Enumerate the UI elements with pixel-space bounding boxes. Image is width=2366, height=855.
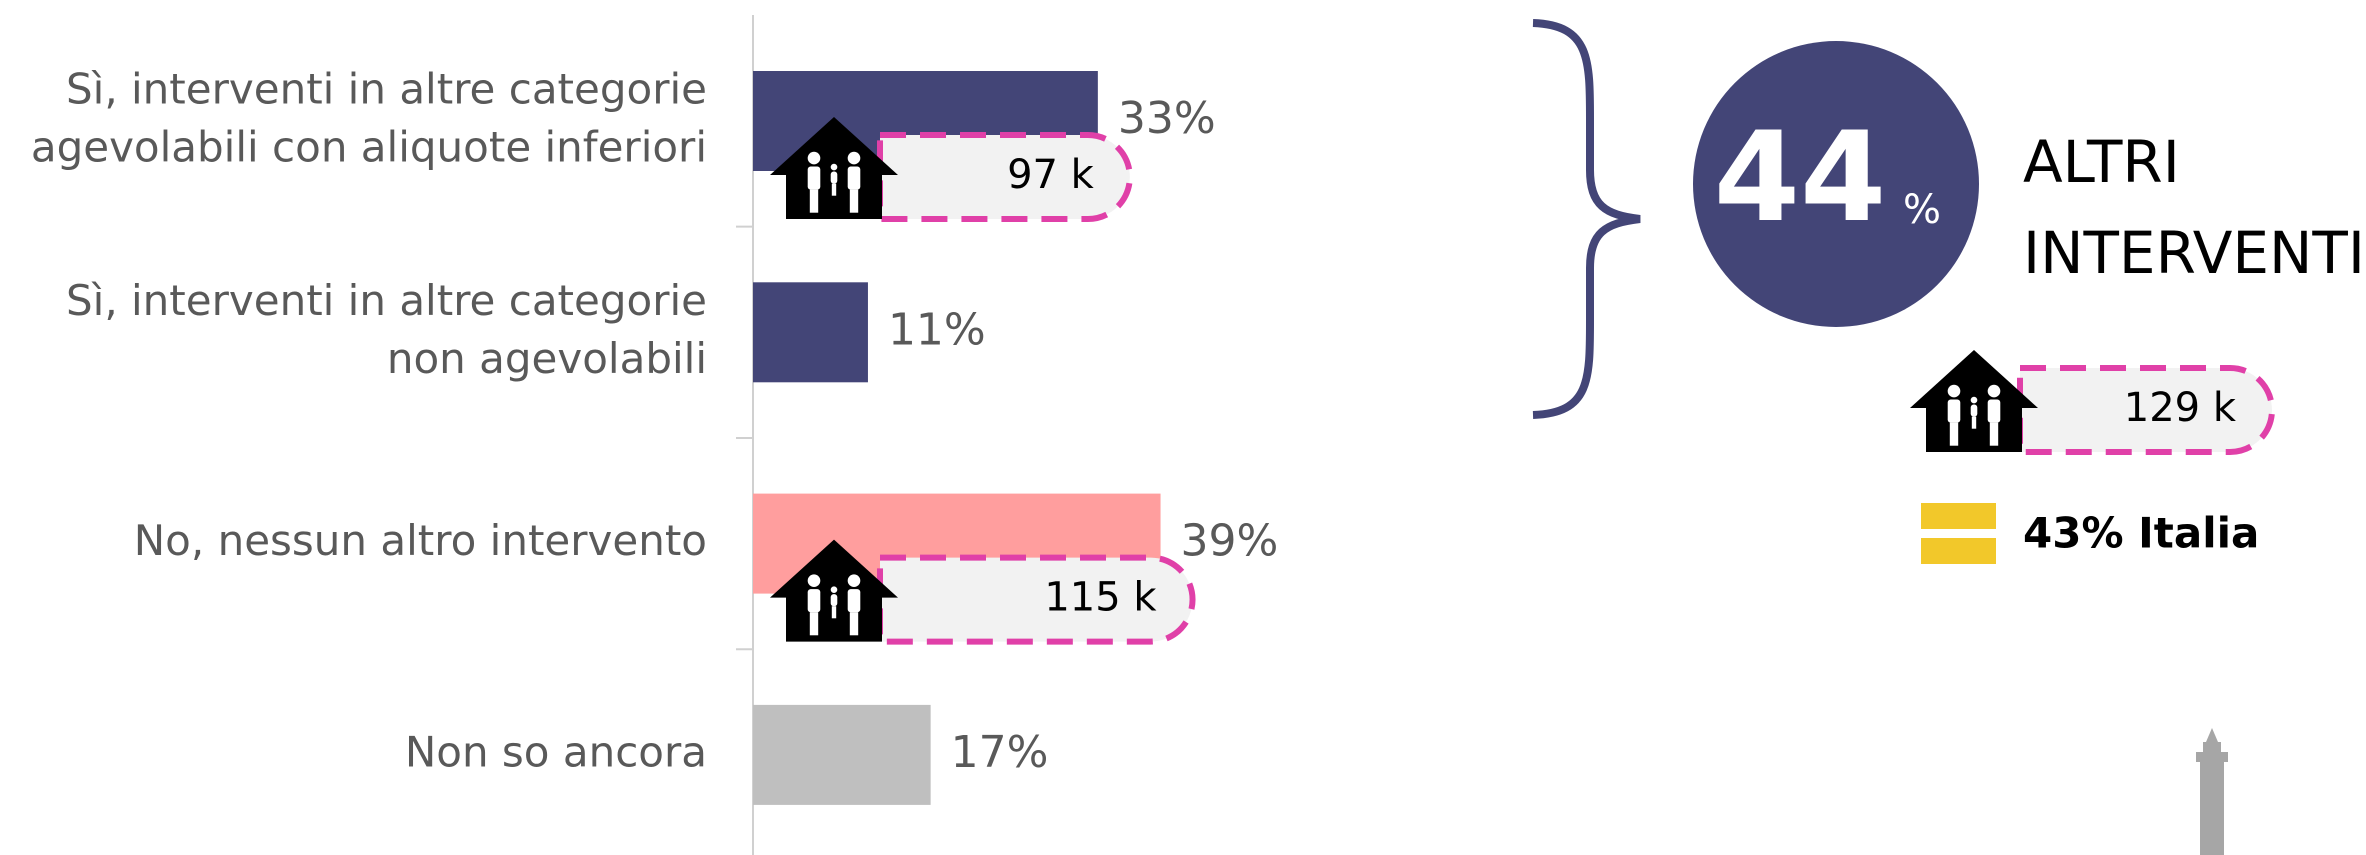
figure-legs xyxy=(831,183,837,196)
benchmark-label: 43% Italia xyxy=(2023,509,2259,558)
figure-head xyxy=(1987,384,2001,398)
badge-pill xyxy=(877,132,1133,222)
summary-circle xyxy=(1693,41,1979,327)
benchmark-icon xyxy=(1921,503,1996,564)
category-label: agevolabili con aliquote inferiori xyxy=(31,123,707,172)
figure-body xyxy=(1947,399,1961,423)
figure-legs xyxy=(849,612,859,636)
category-label: Sì, interventi in altre categorie xyxy=(66,276,707,325)
summary-label: INTERVENTI xyxy=(2023,219,2365,287)
figure-head xyxy=(1970,396,1978,404)
household-label: 115 k xyxy=(1044,575,1157,621)
figure-body xyxy=(830,594,838,607)
figure-legs xyxy=(849,189,859,213)
summary-label: ALTRI xyxy=(2023,128,2180,196)
badge-pill xyxy=(877,554,1196,645)
figure-legs xyxy=(809,612,819,636)
household-badge: 97 k xyxy=(770,117,1133,222)
household-icon xyxy=(770,117,898,219)
figure-legs xyxy=(831,606,837,619)
figure-head xyxy=(807,574,821,587)
household-icon xyxy=(770,539,898,642)
figure-body xyxy=(807,166,821,190)
figure-head xyxy=(847,574,861,587)
figure-head xyxy=(1947,384,1961,398)
figure-head xyxy=(807,151,821,165)
value-label: 11% xyxy=(888,304,986,355)
brace xyxy=(1532,19,1641,419)
figure-head xyxy=(830,586,838,593)
value-label: 39% xyxy=(1181,516,1279,567)
bar xyxy=(753,282,868,383)
household-badge: 129 k xyxy=(1910,350,2275,455)
figure-legs xyxy=(1989,422,1999,446)
figure-body xyxy=(847,589,861,613)
household-label: 129 k xyxy=(2124,385,2237,431)
household-badge: 115 k xyxy=(770,539,1196,645)
value-label: 33% xyxy=(1118,93,1216,144)
figure-body xyxy=(807,589,821,613)
figure-legs xyxy=(1971,416,1977,429)
figure-body xyxy=(830,171,838,184)
bar xyxy=(753,704,931,805)
household-label: 97 k xyxy=(1007,152,1095,198)
value-label: 17% xyxy=(951,727,1049,778)
household-icon xyxy=(1910,350,2038,452)
category-label: Sì, interventi in altre categorie xyxy=(66,65,707,114)
figure-body xyxy=(1970,404,1978,417)
category-label: non agevolabili xyxy=(387,334,707,383)
badge-pill xyxy=(2017,365,2275,455)
category-label: No, nessun altro intervento xyxy=(134,516,707,565)
figure-body xyxy=(1987,399,2001,423)
figure-head xyxy=(847,151,861,165)
figure-legs xyxy=(1949,422,1959,446)
figure-legs xyxy=(809,189,819,213)
category-label: Non so ancora xyxy=(405,727,707,776)
summary-value: 44 xyxy=(1714,106,1887,250)
tower xyxy=(2196,728,2228,855)
summary-unit: % xyxy=(1903,187,1941,233)
figure-head xyxy=(830,163,838,171)
figure-body xyxy=(847,166,861,190)
